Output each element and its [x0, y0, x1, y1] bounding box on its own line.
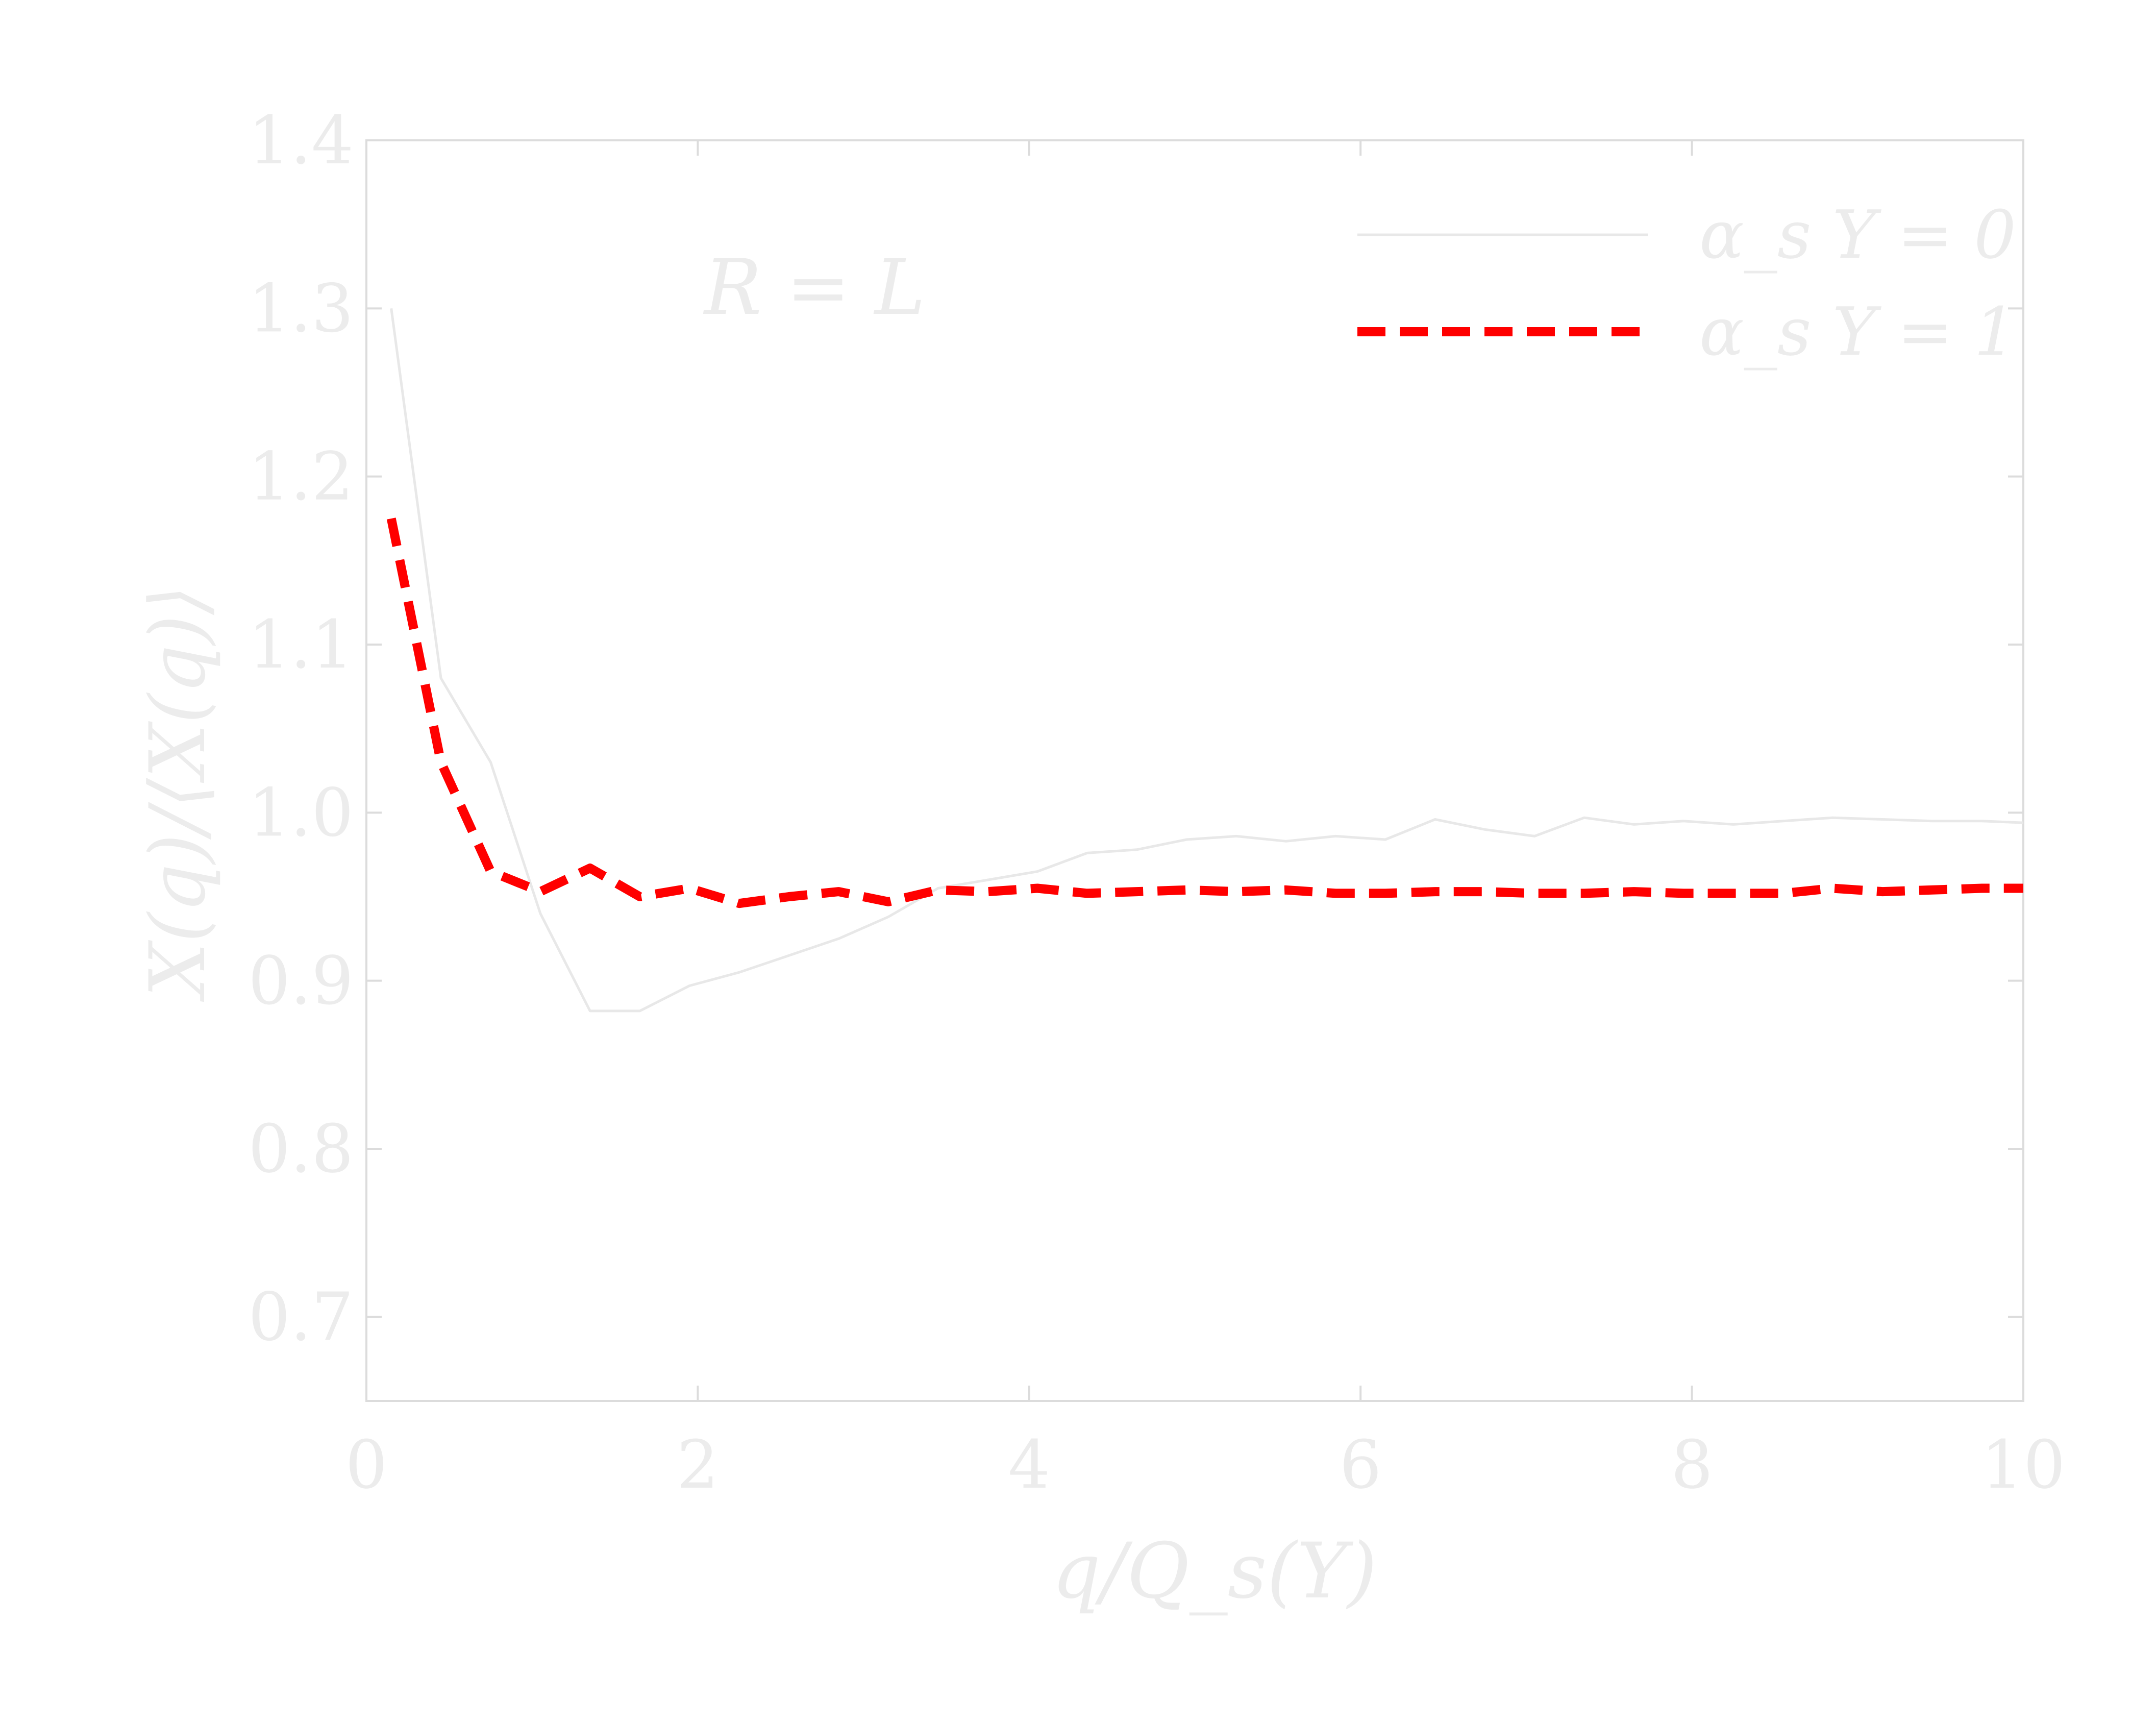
ticks: 0 2 4 6 8 10 0.7 0.8 0.9 1.0 1.1 1.2 1.3 1.4 — [248, 102, 2065, 1504]
x-tick-label-4: 8 — [1671, 1426, 1713, 1504]
y-tick-label-7: 1.4 — [248, 102, 354, 179]
series-line-0 — [390, 308, 2024, 1013]
x-axis-label: q/Q_s(Y) — [1052, 1527, 1377, 1616]
y-tick-label-4: 1.1 — [248, 606, 354, 683]
y-tick-label-3: 1.0 — [248, 774, 354, 851]
x-tick-label-2: 4 — [1008, 1426, 1050, 1504]
y-tick-label-6: 1.3 — [248, 269, 354, 347]
y-tick-label-1: 0.8 — [248, 1110, 354, 1188]
y-tick-label-5: 1.2 — [248, 438, 354, 515]
legend-label-series-1: α_s Y = 1 — [1699, 293, 2016, 371]
x-tick-label-0: 0 — [345, 1426, 388, 1504]
y-tick-label-0: 0.7 — [248, 1278, 354, 1356]
plot-frame — [365, 139, 2024, 1402]
series-line-1 — [386, 518, 2023, 908]
x-tick-label-3: 6 — [1340, 1426, 1382, 1504]
annotation-r-equals-l: R = L — [703, 243, 926, 332]
series-lines — [386, 308, 2024, 1013]
y-tick-label-2: 0.9 — [248, 942, 354, 1020]
y-axis-label: X(q)/⟨X(q)⟩ — [134, 585, 222, 1002]
axes-frame — [365, 139, 2024, 1402]
x-tick-label-1: 2 — [677, 1426, 719, 1504]
legend-label-series-0: α_s Y = 0 — [1699, 196, 2016, 274]
x-tick-label-5: 10 — [1981, 1426, 2065, 1504]
legend: α_s Y = 0 α_s Y = 1 — [1357, 196, 2016, 371]
